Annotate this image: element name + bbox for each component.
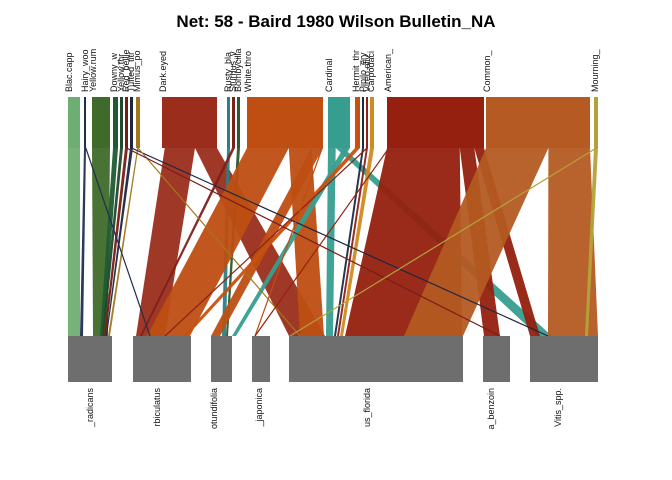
interaction-link (326, 148, 336, 336)
chart-title: Net: 58 - Baird 1980 Wilson Bulletin_NA (176, 12, 496, 31)
top-node-label: Red_bellie (121, 49, 131, 92)
interaction-link (147, 148, 289, 336)
top-node-bar (84, 97, 86, 148)
top-node-bar (328, 97, 350, 148)
interaction-line (164, 147, 368, 337)
top-node-label: Dark.eyed (158, 51, 168, 92)
top-node-bar (120, 97, 123, 148)
interaction-link (232, 148, 350, 336)
top-node-bar (130, 97, 133, 148)
interaction-link (100, 148, 118, 336)
top-node-bar (92, 97, 110, 148)
interaction-link (136, 148, 195, 336)
bottom-node-label: rbiculatus (152, 388, 162, 427)
interaction-link (211, 148, 323, 336)
bottom-node-label: _radicans (85, 388, 95, 429)
top-node-bar (162, 97, 217, 148)
interaction-link (108, 148, 139, 336)
bottom-node-label: a_benzoin (486, 388, 496, 430)
top-node-label: Blac.capp (64, 52, 74, 92)
interaction-link (334, 148, 364, 336)
interaction-line (137, 147, 301, 337)
interaction-link (68, 148, 80, 336)
interaction-link (102, 148, 123, 336)
links (68, 147, 598, 337)
top-node-bar (113, 97, 118, 148)
top-node-label: Sturnus_v (228, 51, 238, 92)
top-node-bar (68, 97, 80, 148)
top-node-bar (125, 97, 128, 148)
top-node-bar (136, 97, 140, 148)
top-node-bar (486, 97, 590, 148)
top-node-label: Rusty_bla (223, 52, 233, 92)
interaction-link (337, 148, 368, 336)
top-node-label: Carpodaci (366, 51, 376, 92)
top-node-label: Tufted_titr (126, 52, 136, 92)
top-node-bar (355, 97, 360, 148)
interaction-link (106, 148, 133, 336)
top-node-label: Cardinal (324, 58, 334, 92)
bottom-node-label: Vitis_spp. (553, 388, 563, 427)
bottom-node-label: _japonica (254, 388, 264, 428)
top-node-bar (237, 97, 240, 148)
top-node-label: Hairy_woo (80, 49, 90, 92)
top-node-bar (232, 97, 235, 148)
top-node-label: Yellow.rum (88, 49, 98, 92)
interaction-line (131, 147, 549, 337)
top-node-label: Hermit_thr (351, 50, 361, 92)
bottom-node-label: otundifolia (209, 388, 219, 429)
interaction-link (140, 148, 235, 336)
top-node-label: Mourning_ (590, 48, 600, 92)
bottom-node-bar (252, 336, 270, 382)
interaction-link (104, 148, 128, 336)
interaction-line (289, 147, 597, 337)
interaction-link (548, 148, 598, 336)
bottom-node-label: us_florida (362, 388, 372, 427)
top-node-label: Bombycilla (233, 48, 243, 92)
bottom-node-bar (530, 336, 598, 382)
top-node-bar (366, 97, 368, 148)
top-node-bar (594, 97, 598, 148)
top-node-label: American_ (383, 48, 393, 92)
top-node-label: Vireo.oliv (362, 55, 372, 92)
interaction-line (126, 147, 501, 337)
top-node-label: Downy_w (109, 52, 119, 92)
interaction-line (85, 147, 151, 337)
interaction-link (585, 148, 598, 336)
top-node-label: Pipilo_ery (358, 52, 368, 92)
top-node-label: White.thro (243, 51, 253, 92)
top-node-bar (247, 97, 323, 148)
interaction-link (288, 148, 324, 336)
interaction-line (254, 147, 390, 337)
top-node-label: Yellow.thr (116, 54, 126, 92)
bottom-node-bar (483, 336, 510, 382)
top-node-bar (370, 97, 374, 148)
bottom-node-bar (211, 336, 232, 382)
bottom-nodes: _radicans rbiculatus otundifolia _japonica u… (68, 336, 598, 430)
top-node-bar (227, 97, 230, 148)
top-node-label: Mimus_po (132, 50, 142, 92)
interaction-link (404, 148, 549, 336)
bottom-node-bar (289, 336, 463, 382)
bottom-node-bar (133, 336, 191, 382)
top-node-bar (387, 97, 484, 148)
interaction-link (80, 148, 86, 336)
top-node-bar (362, 97, 364, 148)
interaction-link (340, 148, 374, 336)
bottom-node-bar (68, 336, 112, 382)
interaction-line (254, 147, 323, 337)
top-node-label: Common_ (482, 49, 492, 92)
